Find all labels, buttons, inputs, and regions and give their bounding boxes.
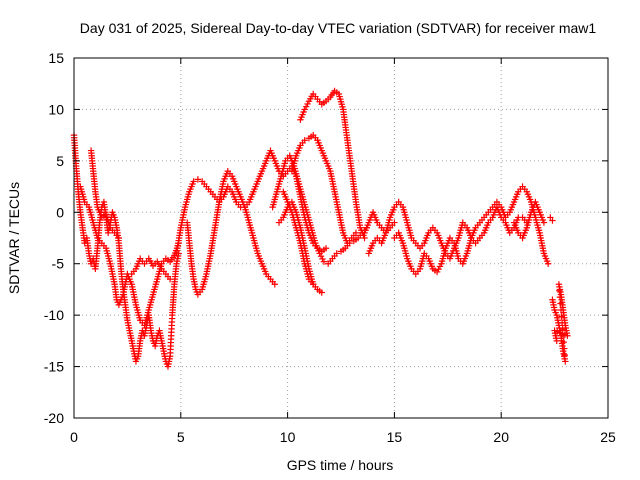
chart-title: Day 031 of 2025, Sidereal Day-to-day VTE… bbox=[80, 20, 597, 36]
series-track-f bbox=[184, 167, 278, 298]
data-point bbox=[561, 351, 568, 359]
y-tick-label: 5 bbox=[56, 153, 64, 169]
data-point bbox=[322, 245, 330, 252]
data-point bbox=[302, 103, 310, 110]
x-axis-label: GPS time / hours bbox=[287, 457, 394, 473]
series-track-d bbox=[128, 255, 174, 283]
data-point bbox=[304, 100, 311, 108]
data-point bbox=[540, 219, 548, 226]
x-tick-label: 5 bbox=[177, 429, 185, 445]
data-point bbox=[391, 219, 398, 226]
data-point bbox=[318, 289, 325, 296]
x-tick-label: 0 bbox=[70, 429, 78, 445]
y-axis-label: SDTVAR / TECUs bbox=[6, 182, 22, 294]
series-track-l bbox=[361, 198, 531, 262]
y-tick-label: -20 bbox=[44, 410, 64, 426]
y-tick-label: 10 bbox=[48, 101, 64, 117]
data-point bbox=[352, 229, 360, 237]
series-track-i bbox=[280, 188, 317, 288]
x-tick-label: 10 bbox=[280, 429, 296, 445]
data-point bbox=[333, 250, 340, 257]
x-tick-label: 15 bbox=[387, 429, 403, 445]
plot-frame bbox=[73, 57, 609, 419]
series-track-p bbox=[547, 214, 556, 224]
data-point bbox=[115, 234, 123, 242]
data-point bbox=[544, 260, 552, 267]
series-track-k bbox=[297, 87, 368, 242]
series-track-q bbox=[549, 281, 571, 365]
series-track-b bbox=[77, 183, 182, 329]
data-point bbox=[271, 281, 278, 288]
data-point bbox=[560, 338, 567, 346]
x-tick-label: 25 bbox=[600, 429, 616, 445]
data-point bbox=[549, 217, 556, 224]
data-point bbox=[561, 345, 568, 352]
data-point bbox=[190, 178, 197, 185]
y-tick-label: -15 bbox=[44, 359, 64, 375]
data-point bbox=[310, 281, 317, 288]
series-track-n bbox=[365, 219, 398, 257]
y-tick-label: 15 bbox=[48, 50, 64, 66]
y-tick-label: 0 bbox=[56, 204, 64, 220]
x-tick-label: 20 bbox=[493, 429, 509, 445]
data-point bbox=[433, 268, 441, 276]
series-track-m bbox=[391, 183, 552, 278]
data-point bbox=[166, 275, 174, 283]
data-point bbox=[319, 255, 326, 263]
axis-ticks: 0 5 10 15 20 25 -20 -15 -10 -5 0 5 10 15 bbox=[44, 50, 616, 445]
data-point bbox=[301, 137, 308, 144]
y-tick-label: -5 bbox=[52, 256, 65, 272]
series-track-c bbox=[87, 147, 123, 242]
y-tick-label: -10 bbox=[44, 307, 64, 323]
series-track-j bbox=[288, 131, 360, 247]
data-point bbox=[435, 266, 442, 273]
data-point bbox=[301, 106, 308, 113]
data-point bbox=[317, 252, 325, 260]
data-point bbox=[553, 337, 560, 345]
series-track-o bbox=[510, 198, 548, 242]
data-point bbox=[436, 263, 444, 270]
data-point bbox=[194, 176, 202, 183]
data-point bbox=[562, 358, 569, 365]
data-point bbox=[316, 250, 323, 257]
data-point bbox=[320, 258, 328, 265]
data-points bbox=[70, 87, 571, 370]
